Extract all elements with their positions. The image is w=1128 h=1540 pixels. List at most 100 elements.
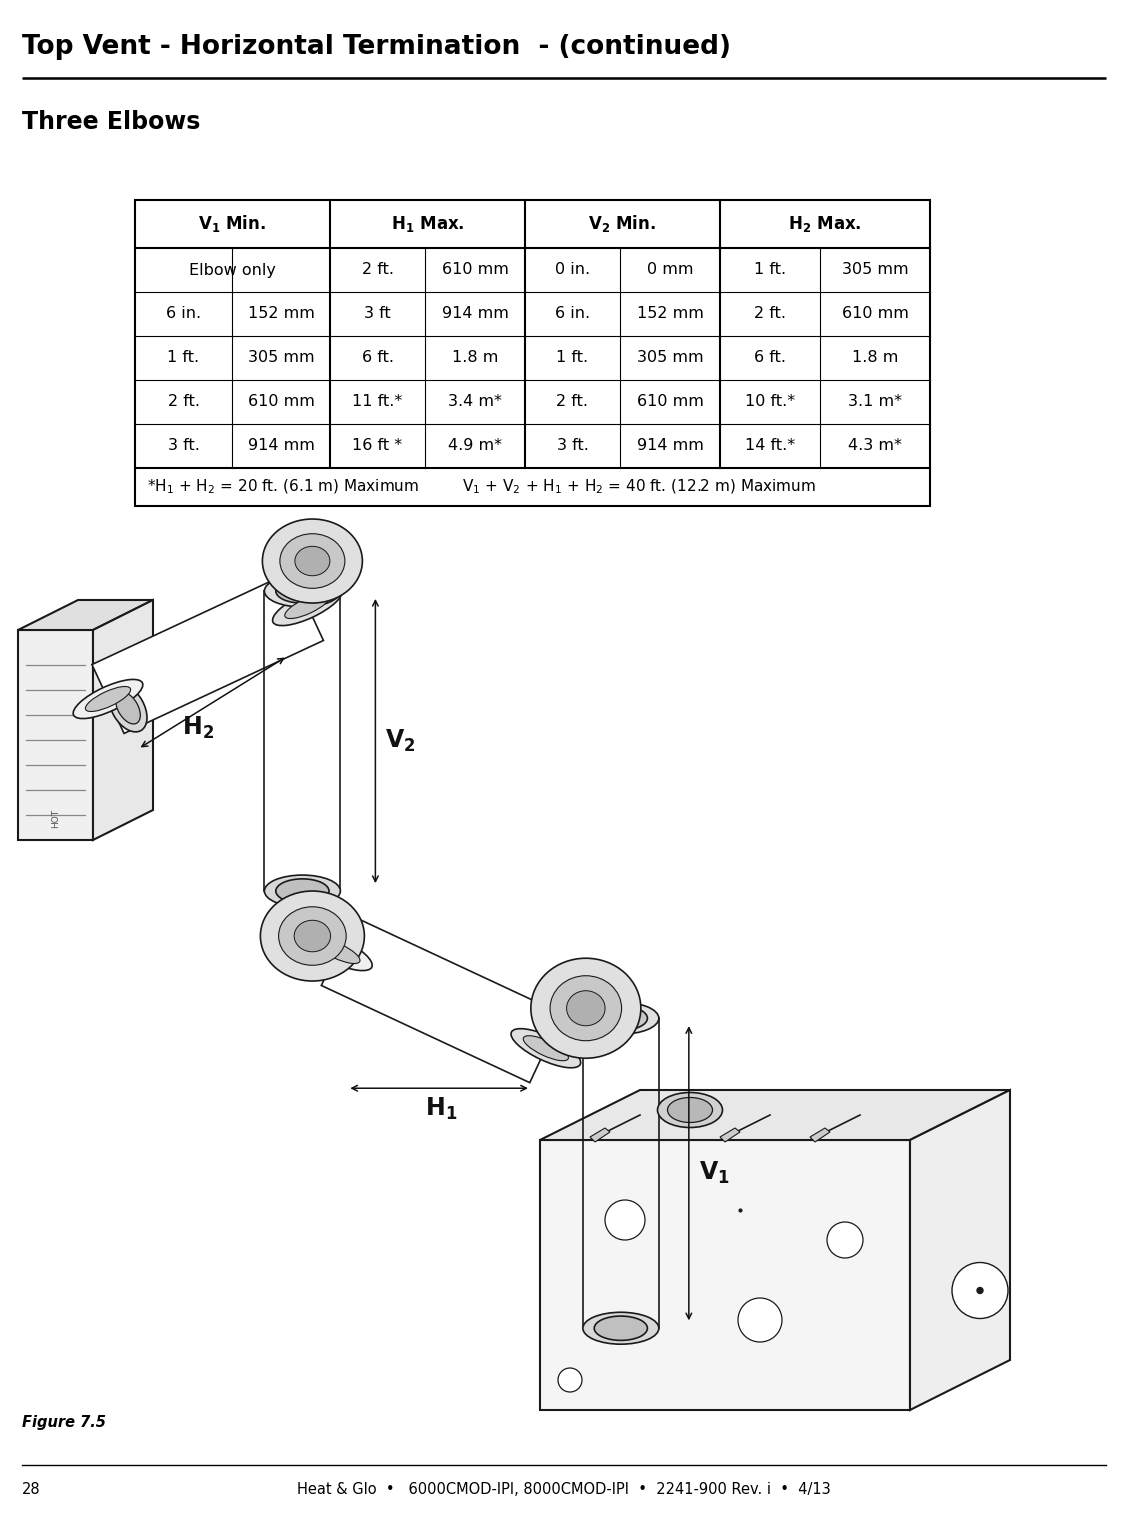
Ellipse shape: [531, 958, 641, 1058]
Ellipse shape: [86, 687, 131, 711]
Text: HOT: HOT: [51, 808, 60, 829]
Text: 2 ft.: 2 ft.: [754, 306, 786, 322]
Ellipse shape: [273, 587, 342, 625]
Text: 1 ft.: 1 ft.: [556, 351, 589, 365]
Ellipse shape: [668, 1098, 713, 1123]
Text: 2 ft.: 2 ft.: [167, 394, 200, 410]
Circle shape: [977, 1287, 982, 1294]
Text: 610 mm: 610 mm: [441, 262, 509, 277]
Ellipse shape: [550, 976, 622, 1041]
Ellipse shape: [261, 892, 364, 981]
Ellipse shape: [594, 1006, 647, 1030]
Text: *$\mathregular{H_1}$ + $\mathregular{H_2}$ = 20 ft. (6.1 m) Maximum         $\ma: *$\mathregular{H_1}$ + $\mathregular{H_2…: [147, 477, 816, 496]
Text: 610 mm: 610 mm: [247, 394, 315, 410]
Text: $\mathregular{H_1}$ Max.: $\mathregular{H_1}$ Max.: [390, 214, 465, 234]
Text: 1.8 m: 1.8 m: [852, 351, 898, 365]
Polygon shape: [590, 1127, 610, 1143]
Circle shape: [558, 1368, 582, 1392]
Text: Top Vent - Horizontal Termination  - (continued): Top Vent - Horizontal Termination - (con…: [23, 34, 731, 60]
Text: 1.8 m: 1.8 m: [452, 351, 499, 365]
Text: 3 ft.: 3 ft.: [168, 439, 200, 453]
Polygon shape: [92, 571, 324, 733]
Text: Figure 7.5: Figure 7.5: [23, 1415, 106, 1431]
Text: 305 mm: 305 mm: [636, 351, 704, 365]
Ellipse shape: [566, 990, 605, 1026]
Bar: [540, 1140, 910, 1411]
Text: 3.4 m*: 3.4 m*: [448, 394, 502, 410]
Text: 11 ft.*: 11 ft.*: [352, 394, 403, 410]
Ellipse shape: [284, 593, 331, 619]
Ellipse shape: [583, 1312, 659, 1344]
Text: 610 mm: 610 mm: [841, 306, 908, 322]
Text: $\mathbf{V_2}$: $\mathbf{V_2}$: [386, 728, 416, 755]
Text: 2 ft.: 2 ft.: [361, 262, 394, 277]
Text: 1 ft.: 1 ft.: [167, 351, 200, 365]
Polygon shape: [910, 1090, 1010, 1411]
Polygon shape: [321, 916, 562, 1083]
Bar: [583, 1018, 659, 1327]
Ellipse shape: [275, 879, 329, 902]
Text: Heat & Glo  •   6000CMOD-IPI, 8000CMOD-IPI  •  2241-900 Rev. i  •  4/13: Heat & Glo • 6000CMOD-IPI, 8000CMOD-IPI …: [297, 1483, 831, 1497]
Text: $\mathbf{H_2}$: $\mathbf{H_2}$: [182, 715, 213, 741]
Text: 28: 28: [23, 1483, 41, 1497]
Circle shape: [605, 1200, 645, 1240]
Ellipse shape: [279, 907, 346, 966]
Text: 16 ft *: 16 ft *: [352, 439, 403, 453]
Polygon shape: [810, 1127, 830, 1143]
Text: 3 ft: 3 ft: [364, 306, 391, 322]
Polygon shape: [540, 1090, 1010, 1140]
Text: 305 mm: 305 mm: [841, 262, 908, 277]
Ellipse shape: [116, 691, 140, 724]
Text: 152 mm: 152 mm: [636, 306, 704, 322]
Text: 914 mm: 914 mm: [247, 439, 315, 453]
Text: 6 ft.: 6 ft.: [754, 351, 786, 365]
Text: 14 ft.*: 14 ft.*: [744, 439, 795, 453]
Text: 152 mm: 152 mm: [247, 306, 315, 322]
Ellipse shape: [594, 1317, 647, 1340]
Ellipse shape: [280, 534, 345, 588]
Text: 6 in.: 6 in.: [166, 306, 201, 322]
Polygon shape: [720, 1127, 740, 1143]
Text: $\mathregular{H_2}$ Max.: $\mathregular{H_2}$ Max.: [788, 214, 862, 234]
Text: 0 in.: 0 in.: [555, 262, 590, 277]
Bar: [135, 200, 929, 507]
Ellipse shape: [109, 684, 147, 732]
Bar: [18, 630, 92, 839]
Ellipse shape: [302, 932, 372, 970]
Text: $\mathregular{V_2}$ Min.: $\mathregular{V_2}$ Min.: [589, 214, 656, 234]
Text: Elbow only: Elbow only: [190, 262, 276, 277]
Text: 10 ft.*: 10 ft.*: [744, 394, 795, 410]
Text: 0 mm: 0 mm: [646, 262, 694, 277]
Ellipse shape: [264, 875, 341, 907]
Text: 4.3 m*: 4.3 m*: [848, 439, 902, 453]
Text: $\mathbf{V_1}$: $\mathbf{V_1}$: [699, 1160, 730, 1186]
Circle shape: [606, 1317, 634, 1344]
Ellipse shape: [294, 921, 331, 952]
Text: 914 mm: 914 mm: [636, 439, 704, 453]
Ellipse shape: [264, 574, 341, 607]
Ellipse shape: [523, 1036, 569, 1061]
Text: 305 mm: 305 mm: [248, 351, 315, 365]
Text: 2 ft.: 2 ft.: [556, 394, 589, 410]
Text: $\mathbf{H_1}$: $\mathbf{H_1}$: [425, 1096, 458, 1123]
Ellipse shape: [294, 547, 329, 576]
Polygon shape: [92, 601, 153, 839]
Ellipse shape: [658, 1092, 723, 1127]
Ellipse shape: [511, 1029, 581, 1067]
Text: 610 mm: 610 mm: [636, 394, 704, 410]
Bar: [264, 591, 341, 892]
Ellipse shape: [275, 579, 329, 604]
Text: 1 ft.: 1 ft.: [754, 262, 786, 277]
Text: $\mathregular{V_1}$ Min.: $\mathregular{V_1}$ Min.: [199, 214, 266, 234]
Text: 3.1 m*: 3.1 m*: [848, 394, 902, 410]
Circle shape: [827, 1223, 863, 1258]
Text: Three Elbows: Three Elbows: [23, 109, 201, 134]
Polygon shape: [18, 601, 153, 630]
Text: 6 in.: 6 in.: [555, 306, 590, 322]
Text: 4.9 m*: 4.9 m*: [448, 439, 502, 453]
Ellipse shape: [263, 519, 362, 604]
Circle shape: [952, 1263, 1008, 1318]
Text: 3 ft.: 3 ft.: [556, 439, 589, 453]
Text: 914 mm: 914 mm: [441, 306, 509, 322]
Ellipse shape: [315, 938, 360, 964]
